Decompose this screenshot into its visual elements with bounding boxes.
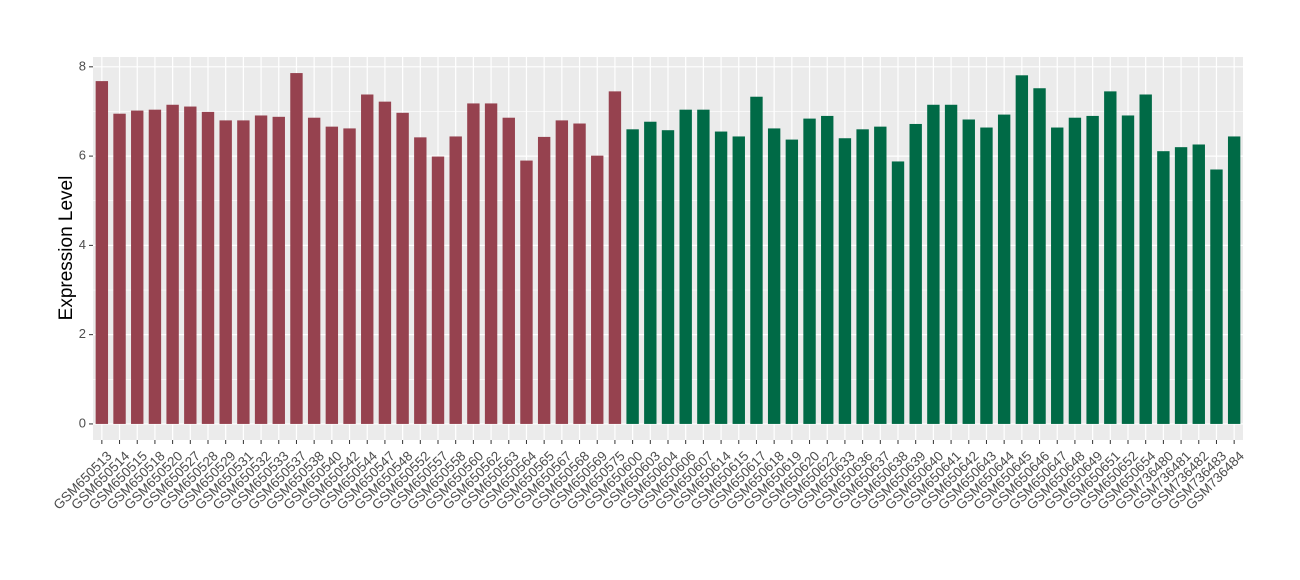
bar (1104, 91, 1117, 424)
bar (821, 115, 834, 424)
bar (608, 91, 622, 424)
bar (909, 123, 922, 424)
bar (750, 96, 763, 424)
y-tick-label: 6 (79, 148, 86, 163)
bar (396, 112, 409, 424)
bar (1121, 115, 1135, 424)
bar (95, 81, 109, 424)
bar (573, 123, 586, 424)
bar (325, 126, 339, 424)
bar (980, 127, 993, 424)
bar (184, 106, 197, 424)
y-tick-label: 2 (79, 326, 86, 341)
bar (1051, 127, 1064, 424)
bar (644, 121, 657, 424)
bar (1157, 151, 1170, 424)
bar (1227, 136, 1241, 424)
bar (254, 115, 268, 424)
bar (679, 109, 692, 424)
bar (361, 94, 374, 424)
bar (219, 120, 232, 424)
bar (874, 126, 887, 424)
bar (591, 155, 604, 424)
bar (1086, 115, 1099, 424)
bar (343, 128, 356, 424)
bar (785, 139, 799, 424)
bar (1174, 147, 1188, 424)
y-tick-label: 4 (79, 237, 86, 252)
bar (891, 161, 905, 424)
bar (838, 138, 852, 424)
y-axis-label: Expression Level (56, 176, 77, 321)
y-tick-label: 0 (79, 415, 86, 430)
bar (378, 101, 392, 424)
bar (449, 136, 462, 424)
bar (148, 109, 162, 424)
bar (290, 73, 303, 424)
bar (537, 136, 551, 424)
bar (555, 120, 569, 424)
bar (767, 128, 781, 424)
bar (131, 110, 144, 424)
bar (414, 137, 427, 424)
bar (1033, 88, 1046, 424)
bar (1015, 75, 1029, 424)
bar (997, 114, 1011, 424)
bar (1139, 94, 1152, 424)
bar (1192, 144, 1205, 424)
bar (714, 131, 728, 424)
bar (201, 111, 215, 424)
bar (237, 120, 250, 424)
bar (927, 104, 940, 424)
bar (1210, 169, 1223, 424)
bar (626, 129, 639, 424)
bar (272, 116, 285, 424)
bar (502, 117, 515, 424)
bar (484, 103, 498, 424)
bar (1068, 117, 1082, 424)
bar (467, 103, 480, 424)
bar (732, 136, 745, 424)
bar (803, 118, 816, 424)
bar (661, 130, 675, 424)
bar (962, 119, 975, 424)
bar (113, 113, 126, 424)
bar (856, 129, 869, 424)
y-tick-label: 8 (79, 58, 86, 73)
bar (166, 104, 179, 424)
bar (431, 156, 445, 424)
bar (307, 117, 321, 424)
bar (944, 104, 958, 424)
bar (697, 109, 710, 424)
bar (520, 160, 533, 424)
